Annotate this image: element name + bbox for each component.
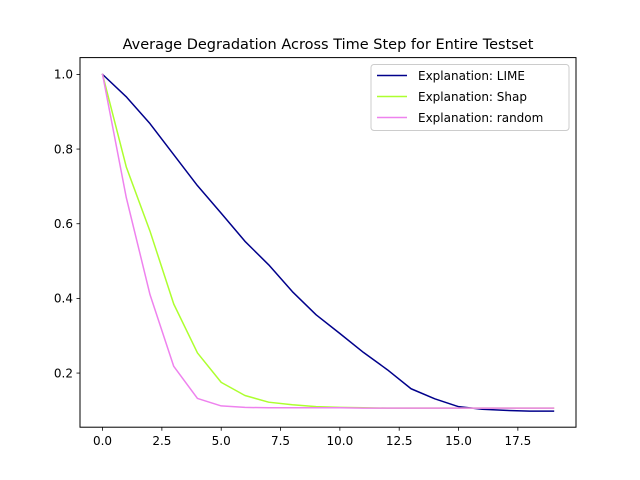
- chart-title: Average Degradation Across Time Step for…: [123, 37, 534, 53]
- x-tick-label: 5.0: [212, 434, 231, 448]
- y-tick-label: 0.8: [54, 142, 73, 156]
- plot-lines: [101, 73, 555, 412]
- series-line-2: [101, 73, 555, 409]
- y-tick-label: 0.4: [54, 292, 73, 306]
- y-axis: 0.2 0.4 0.6 0.8 1.0: [54, 68, 80, 380]
- x-tick-label: 2.5: [152, 434, 171, 448]
- x-tick-label: 12.5: [386, 434, 413, 448]
- x-tick-label: 10.0: [327, 434, 354, 448]
- y-tick-label: 1.0: [54, 68, 73, 82]
- x-tick-label: 0.0: [93, 434, 112, 448]
- legend-label-1: Explanation: Shap: [418, 90, 527, 104]
- legend-label-0: Explanation: LIME: [418, 69, 525, 83]
- x-tick-label: 15.0: [445, 434, 472, 448]
- x-tick-label: 17.5: [504, 434, 531, 448]
- x-axis: 0.0 2.5 5.0 7.5 10.0 12.5 15.0 17.5: [93, 427, 531, 448]
- y-tick-label: 0.6: [54, 217, 73, 231]
- plot-frame: [79, 57, 577, 428]
- legend-label-2: Explanation: random: [418, 111, 543, 125]
- legend-box: [370, 64, 570, 131]
- y-tick-label: 0.2: [54, 366, 73, 380]
- x-tick-label: 7.5: [271, 434, 290, 448]
- legend: Explanation: LIME Explanation: Shap Explan…: [370, 64, 570, 131]
